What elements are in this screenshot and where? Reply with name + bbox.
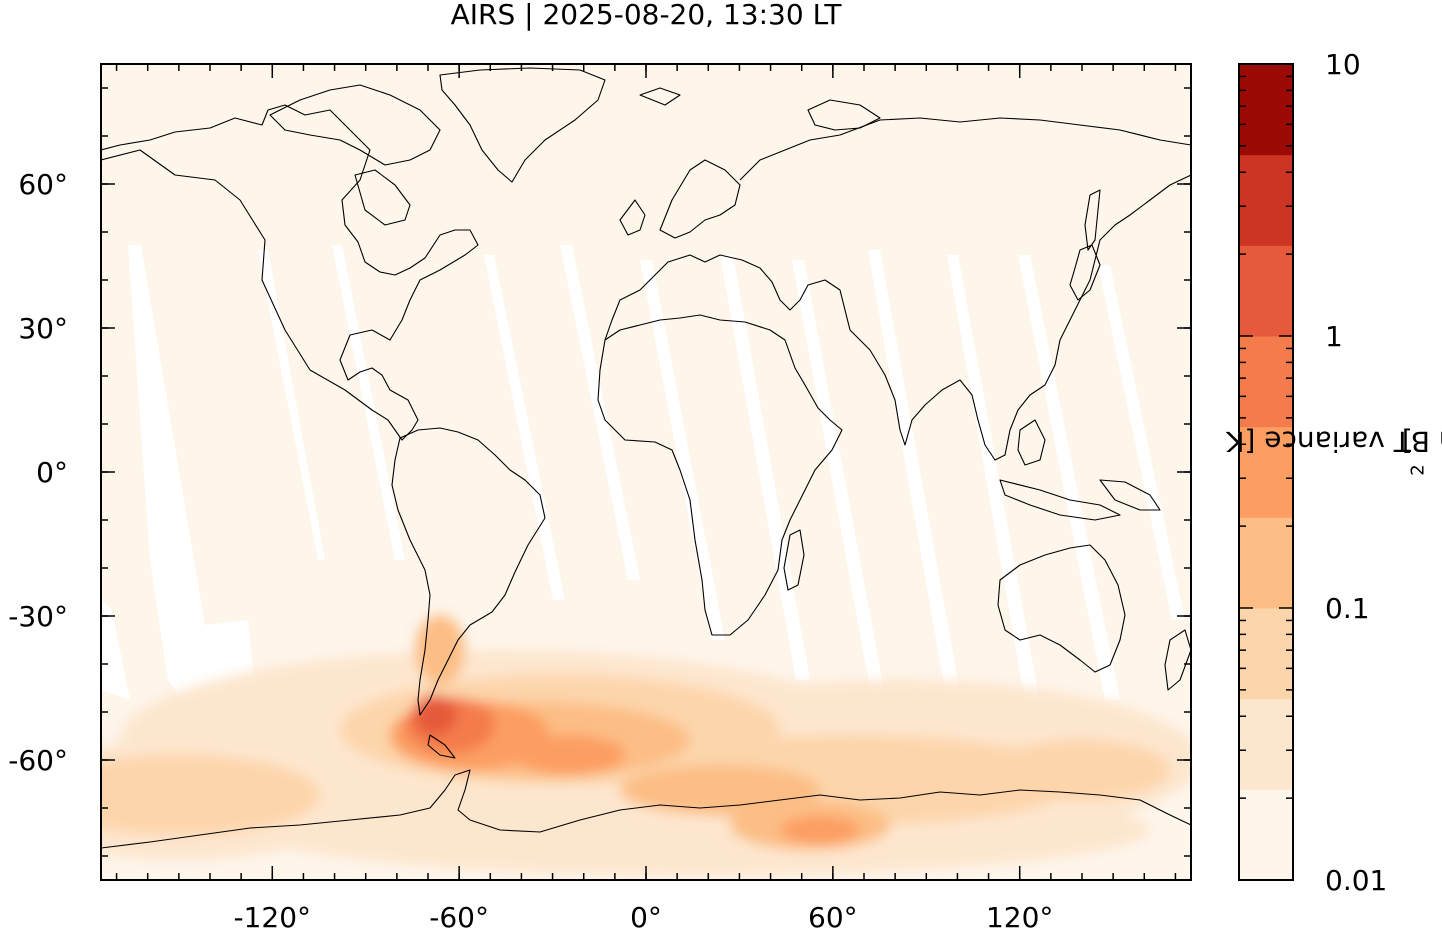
colorbar-tick-label: 1 (1325, 320, 1343, 353)
y-tick-label: -60° (8, 744, 68, 777)
variance-field (101, 615, 1191, 875)
coastlines (101, 67, 1191, 849)
y-tick-label: 30° (18, 312, 68, 345)
colorbar-segment (1239, 517, 1293, 609)
colorbar-tick-label: 10 (1325, 48, 1361, 81)
y-tick-label: 0° (36, 456, 68, 489)
colorbar-segment (1239, 789, 1293, 881)
axis-ticks (101, 64, 1191, 880)
colorbar-label-superscript: 2 (1407, 464, 1429, 476)
x-tick-label: -60° (429, 901, 489, 930)
x-tick-label: 60° (808, 901, 858, 930)
colorbar-ticks (1239, 75, 1293, 881)
colorbar-segment (1239, 426, 1293, 518)
colorbar-frame (1238, 63, 1294, 881)
colorbar-tick-labels: 10 1 0.1 0.01 (1325, 48, 1387, 897)
axis-tick-labels: -120° -60° 0° 60° 120° 60° 30° 0° -30° -60° (8, 168, 1053, 930)
colorbar-tick-label: 0.01 (1325, 864, 1387, 897)
y-tick-label: -30° (8, 600, 68, 633)
colorbar-segment (1239, 64, 1293, 156)
colorbar-label-close: ] (1401, 425, 1413, 459)
map-title: AIRS | 2025-08-20, 13:30 LT (450, 0, 842, 31)
x-tick-label: 120° (986, 901, 1053, 930)
colorbar-segment (1239, 698, 1293, 790)
y-tick-label: 60° (18, 168, 68, 201)
colorbar-segment (1239, 154, 1293, 246)
colorbar-tick-label: 0.1 (1325, 592, 1370, 625)
x-tick-label: -120° (234, 901, 312, 930)
colorbar (1239, 64, 1293, 881)
swath-gaps (101, 245, 1185, 790)
colorbar-segment (1239, 336, 1293, 428)
x-tick-label: 0° (630, 901, 662, 930)
colorbar-segment (1239, 245, 1293, 337)
colorbar-segment (1239, 608, 1293, 700)
